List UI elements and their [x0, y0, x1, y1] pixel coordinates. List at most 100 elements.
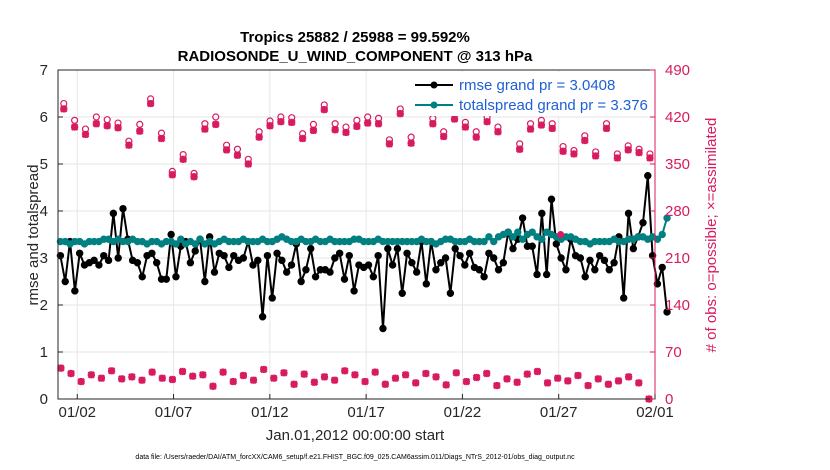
obs-assimilated-marker [81, 130, 90, 139]
point-totalspread [490, 237, 498, 246]
point-rmse [239, 254, 248, 262]
point-rmse [138, 273, 146, 281]
obs-assimilated-marker [190, 173, 198, 181]
obs-assimilated-marker [624, 146, 632, 154]
obs-possible-marker [71, 116, 79, 124]
point-totalspread [485, 233, 493, 241]
point-rmse [374, 251, 382, 260]
point-rmse [451, 244, 459, 253]
point-rmse [576, 254, 585, 262]
point-rmse [494, 266, 503, 274]
point-rmse [230, 251, 238, 260]
point-rmse [547, 195, 556, 203]
point-rmse [307, 244, 315, 253]
point-rmse [278, 256, 286, 265]
obs-assimilated-marker-low [503, 375, 511, 383]
obs-possible-marker [136, 120, 144, 128]
point-rmse [591, 266, 599, 274]
obs-assimilated-marker [570, 150, 578, 158]
obs-assimilated-marker-low [624, 373, 633, 381]
point-rmse [90, 256, 98, 265]
obs-assimilated-marker-low [472, 373, 481, 382]
point-rmse [644, 172, 652, 180]
point-rmse [542, 270, 551, 279]
point-rmse [480, 273, 488, 281]
point-rmse [663, 308, 671, 316]
point-rmse [586, 256, 594, 265]
point-rmse [302, 266, 310, 274]
point-rmse [393, 244, 402, 253]
obs-assimilated-marker-low [371, 368, 379, 376]
obs-assimilated-marker [331, 126, 339, 134]
obs-assimilated-marker [146, 99, 155, 108]
obs-assimilated-marker-low [533, 367, 542, 376]
point-totalspread [191, 240, 199, 248]
x-axis-label: Jan.01,2012 00:00:00 start [266, 427, 445, 444]
obs-assimilated-marker-low [543, 379, 552, 387]
obs-assimilated-marker-low [107, 367, 116, 375]
point-rmse [95, 261, 103, 269]
obs-assimilated-marker [646, 154, 654, 162]
obs-assimilated-marker [396, 109, 404, 118]
point-rmse [133, 259, 142, 267]
point-rmse [441, 254, 450, 262]
obs-assimilated-marker [233, 151, 242, 159]
obs-assimilated-marker [429, 119, 437, 128]
obs-assimilated-marker [526, 125, 535, 133]
obs-assimilated-marker-low [178, 367, 187, 376]
obs-assimilated-marker-low [604, 380, 613, 388]
obs-assimilated-marker-low [442, 381, 450, 389]
x-tick-label: 01/12 [251, 404, 289, 421]
point-rmse [499, 259, 508, 267]
obs-assimilated-marker-low [158, 374, 167, 382]
point-rmse [533, 270, 541, 279]
obs-assimilated-marker-low [219, 368, 227, 376]
point-rmse [75, 249, 84, 258]
obs-assimilated-marker-low [117, 375, 126, 383]
point-rmse [610, 259, 618, 267]
point-rmse [456, 251, 464, 260]
obs-assimilated-marker [244, 160, 253, 168]
point-rmse [422, 280, 431, 288]
point-rmse [658, 263, 666, 272]
point-rmse [446, 289, 455, 297]
point-rmse [485, 249, 493, 258]
y-axis-label-right: # of obs: o=possible; ×=assimilated [703, 118, 720, 353]
x-tick-label: 01/07 [155, 404, 193, 421]
obs-assimilated-marker [494, 128, 502, 136]
point-totalspread [196, 235, 204, 243]
point-rmse [562, 266, 570, 274]
obs-assimilated-marker [212, 120, 220, 129]
obs-assimilated-marker-low [270, 374, 278, 382]
point-rmse [287, 261, 296, 269]
point-rmse [605, 266, 613, 274]
point-rmse [345, 251, 353, 260]
obs-assimilated-marker-low [67, 369, 75, 378]
obs-assimilated-marker-low [199, 371, 207, 379]
obs-assimilated-marker-low [97, 374, 106, 382]
point-rmse [273, 249, 281, 258]
obs-assimilated-marker [363, 119, 372, 127]
obs-assimilated-marker [92, 119, 101, 128]
point-rmse [167, 230, 175, 239]
obs-assimilated-marker [559, 147, 567, 155]
obs-assimilated-marker [537, 121, 546, 129]
obs-assimilated-marker [201, 125, 209, 133]
obs-assimilated-marker-low [523, 370, 531, 378]
obs-assimilated-marker [515, 145, 524, 153]
obs-assimilated-marker-low [77, 377, 85, 386]
point-rmse [620, 294, 628, 302]
point-rmse [56, 251, 65, 260]
point-rmse [538, 209, 546, 218]
point-rmse [268, 294, 276, 302]
obs-assimilated-marker-low [401, 371, 410, 379]
obs-assimilated-marker-low [209, 382, 217, 390]
obs-assimilated-marker [374, 119, 383, 128]
obs-assimilated-marker [472, 133, 480, 141]
x-tick-label: 01/17 [347, 404, 385, 421]
obs-assimilated-marker-low [148, 368, 156, 376]
point-rmse [384, 244, 392, 253]
point-rmse [528, 242, 536, 250]
legend-marker-totalspread [430, 101, 438, 109]
point-rmse [369, 273, 378, 281]
